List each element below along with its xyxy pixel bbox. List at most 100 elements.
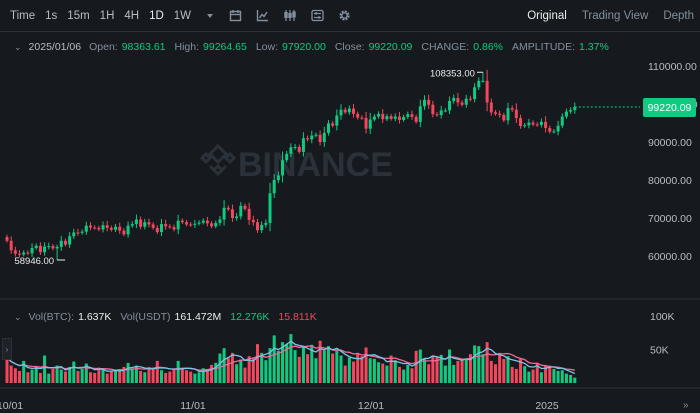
- collapse-chevron-icon[interactable]: ⌄: [14, 41, 22, 52]
- candle-body: [151, 224, 155, 228]
- volume-bar: [55, 365, 59, 383]
- volume-bar: [343, 365, 347, 383]
- candle-body: [130, 224, 134, 226]
- interval-1s[interactable]: 1s: [45, 9, 58, 22]
- volume-bar: [226, 358, 230, 383]
- volume-bar: [448, 349, 452, 383]
- volume-bar: [26, 372, 30, 383]
- time-axis-label: 12/01: [358, 400, 384, 412]
- candle-body: [343, 109, 347, 113]
- volume-group: [5, 334, 577, 383]
- chart-expand-icon[interactable]: »: [683, 400, 689, 411]
- candle-body: [423, 99, 426, 107]
- vol-usdt-label: Vol(USDT): [120, 311, 171, 323]
- price-axis-label: 110000.00: [648, 61, 697, 73]
- volume-bar: [139, 370, 143, 383]
- candle-body: [531, 122, 535, 125]
- volume-bar: [552, 368, 556, 383]
- volume-bar: [109, 371, 113, 383]
- candle-body: [256, 222, 259, 231]
- close-value: 99220.09: [368, 41, 413, 53]
- volume-bar: [285, 344, 289, 383]
- view-original-tab[interactable]: Original: [527, 10, 567, 22]
- volume-bar: [402, 369, 406, 383]
- candle-body: [322, 132, 326, 142]
- view-switcher: Original Trading View Depth: [512, 0, 694, 32]
- candle-body: [510, 108, 514, 110]
- price-axis-label: 80000.00: [648, 175, 692, 187]
- volume-bar: [443, 365, 447, 383]
- interval-15m[interactable]: 15m: [67, 9, 90, 22]
- candle-body: [47, 246, 51, 248]
- view-depth-tab[interactable]: Depth: [663, 10, 694, 22]
- candle-body: [519, 118, 523, 127]
- volume-bar: [243, 367, 247, 383]
- close-label: Close:: [334, 41, 365, 53]
- candle-body: [410, 114, 414, 117]
- volume-bar: [84, 363, 88, 383]
- volume-bar: [393, 360, 397, 383]
- volume-bar: [289, 334, 293, 383]
- volume-bar: [176, 360, 180, 383]
- volume-bar: [118, 368, 122, 383]
- candle-body: [502, 115, 506, 121]
- candle-body: [126, 225, 130, 235]
- candle-body: [364, 118, 368, 129]
- volume-bar: [151, 368, 155, 383]
- volume-bar: [122, 366, 126, 383]
- interval-dropdown-icon[interactable]: [205, 11, 215, 21]
- binance-logo-icon: [199, 143, 237, 177]
- vol-ma1-value: 12.276K: [230, 311, 270, 323]
- candle-body: [264, 222, 268, 225]
- candle-body: [193, 223, 197, 225]
- time-axis-label: 2025: [535, 400, 559, 412]
- volume-bar: [452, 364, 456, 383]
- amplitude-value: 1.37%: [579, 41, 609, 53]
- indicator-icon[interactable]: [256, 9, 269, 22]
- change-value: 0.86%: [473, 41, 503, 53]
- interval-1d[interactable]: 1D: [149, 9, 164, 22]
- volume-bar: [72, 361, 76, 383]
- candle-body: [281, 160, 285, 176]
- candle-body: [539, 121, 543, 125]
- interval-1w[interactable]: 1W: [173, 9, 192, 22]
- candle-body: [55, 246, 59, 249]
- volume-bar: [481, 354, 485, 383]
- volume-bar: [381, 363, 385, 383]
- volume-bar: [477, 346, 481, 383]
- candle-body: [556, 125, 560, 132]
- vol-btc-value: 1.637K: [78, 311, 112, 323]
- gear-icon[interactable]: [338, 9, 351, 22]
- calendar-icon[interactable]: [229, 9, 242, 22]
- candle-body: [34, 245, 38, 249]
- candle-body: [314, 134, 318, 136]
- candle-body: [30, 248, 34, 254]
- panel-toggle-button[interactable]: ›: [2, 338, 12, 360]
- candle-body: [326, 123, 330, 133]
- candle-body: [493, 112, 497, 114]
- volume-bar: [101, 369, 105, 383]
- volume-bar: [126, 362, 130, 383]
- volume-collapse-chevron-icon[interactable]: ⌄: [14, 311, 22, 322]
- view-tradingview-tab[interactable]: Trading View: [581, 10, 649, 22]
- interval-4h[interactable]: 4H: [124, 9, 140, 22]
- volume-info-bar: ⌄ Vol(BTC): 1.637K Vol(USDT) 161.472M 12…: [14, 311, 317, 323]
- candle-body: [109, 227, 113, 230]
- candle-body: [456, 97, 460, 103]
- volume-bar: [556, 370, 560, 383]
- candle-body: [230, 209, 234, 218]
- candle-body: [564, 111, 568, 117]
- candle-body: [544, 121, 548, 128]
- time-tab[interactable]: Time: [10, 9, 36, 22]
- settings-sliders-icon[interactable]: [311, 9, 324, 22]
- volume-bar: [464, 358, 468, 383]
- volume-bar: [548, 365, 552, 383]
- volume-bar: [523, 366, 527, 383]
- interval-1h[interactable]: 1H: [99, 9, 115, 22]
- candle-body: [435, 114, 439, 116]
- candle-body: [360, 117, 364, 119]
- candle-style-icon[interactable]: [283, 9, 297, 22]
- candle-body: [397, 116, 401, 120]
- candle-body: [489, 102, 493, 113]
